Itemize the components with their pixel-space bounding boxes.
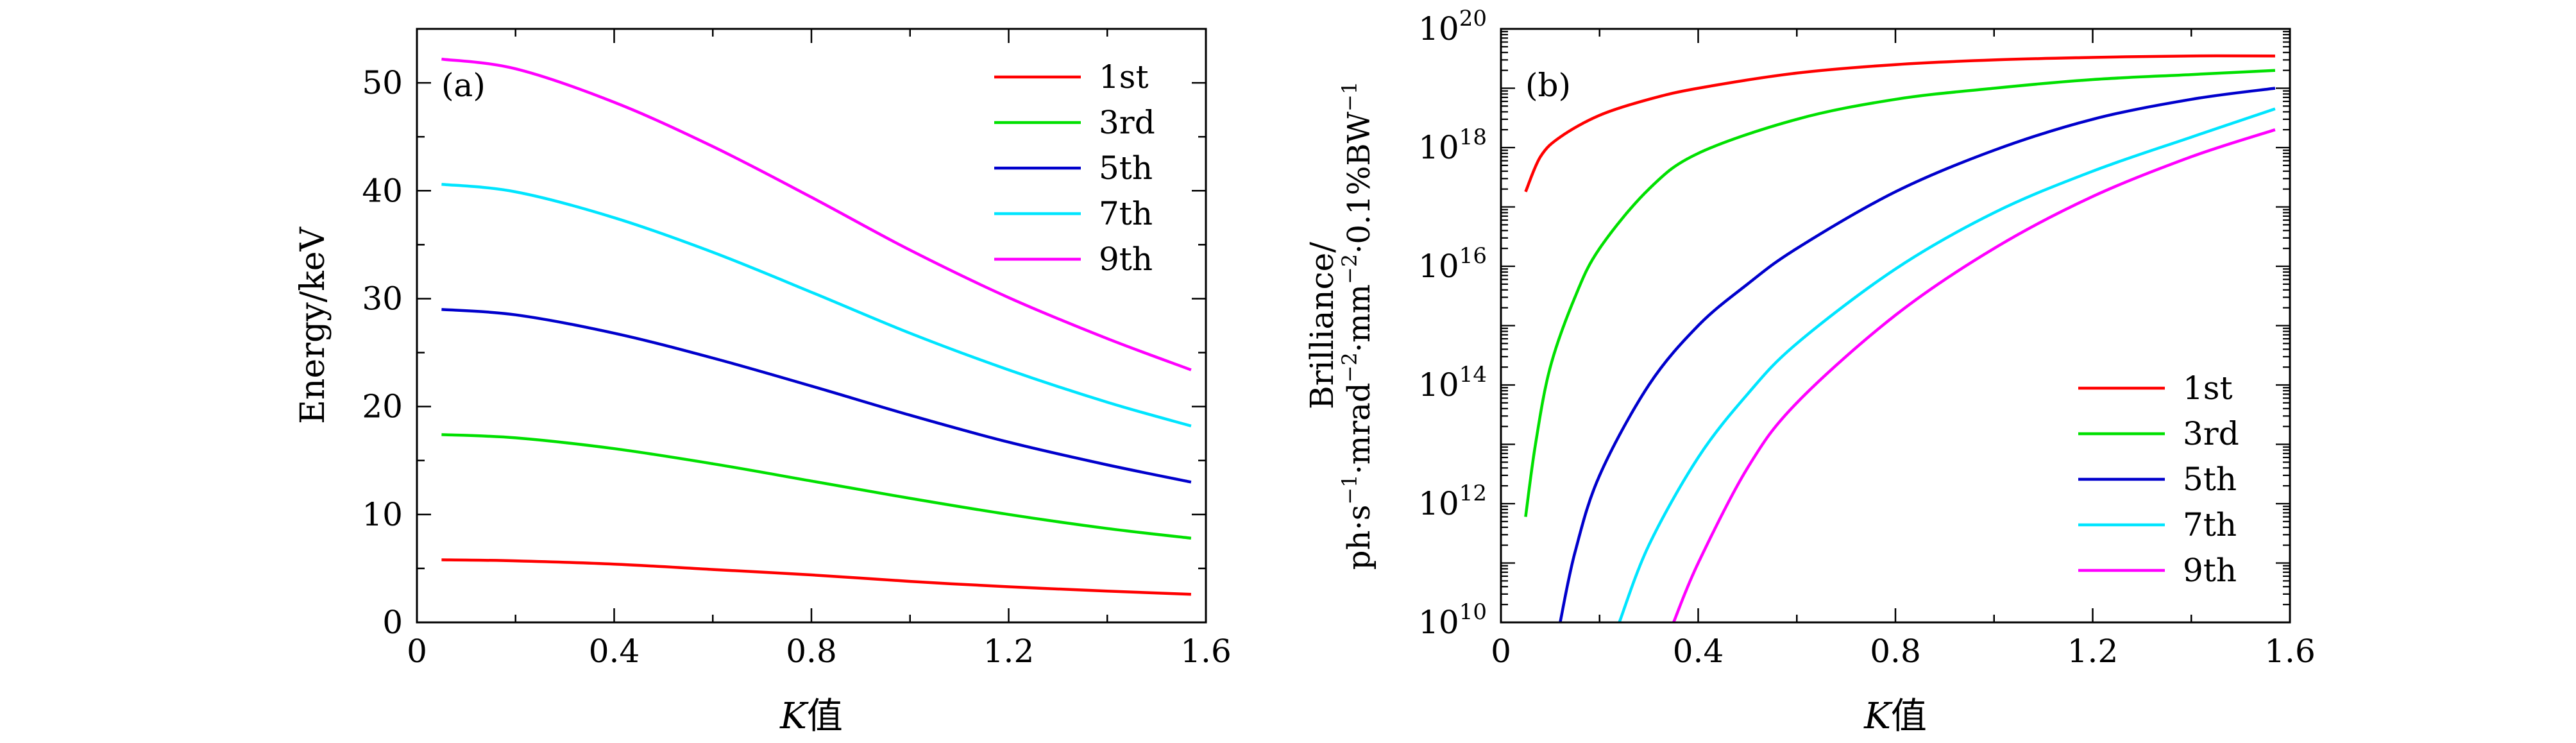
x-axis-label-variable: K: [1863, 696, 1893, 737]
x-axis-label-variable: K: [779, 696, 809, 737]
x-tick-label: 0.4: [589, 633, 640, 670]
series-line-7th: [1618, 107, 2276, 622]
plot-frame: [1500, 28, 2291, 624]
legend-label: 1st: [2183, 370, 2233, 407]
y-tick-label-base: 10: [1418, 485, 1459, 522]
x-tick-label: 1.6: [1180, 633, 1232, 670]
y-tick-label: 10: [362, 496, 403, 533]
legend-label: 1st: [1099, 58, 1149, 96]
y-axis-label-part: ·mm: [1341, 284, 1377, 352]
panel-b-brilliance-chart: 0 0.4 0.8 1.2 1.6101010121014101610181020(b)…: [1303, 6, 2316, 737]
y-tick-label: 0: [382, 604, 403, 641]
series-line-5th: [1559, 87, 2276, 622]
y-tick-label: 30: [362, 280, 403, 317]
y-tick-label-base: 10: [1418, 604, 1459, 641]
legend-label: 3rd: [1099, 104, 1155, 141]
y-tick-label-exponent: 14: [1459, 362, 1487, 388]
y-axis-label-line2: ph·s−1·mrad−2·mm−2·0.1%BW−1: [1337, 81, 1377, 570]
y-tick-label-exponent: 16: [1459, 243, 1487, 269]
x-tick-label: 1.2: [2067, 633, 2119, 670]
x-tick-label: 0: [1491, 633, 1511, 670]
series-line-9th: [441, 57, 1192, 372]
x-tick-label: 0.4: [1673, 633, 1724, 670]
y-axis-label-part: ph·s: [1341, 505, 1377, 570]
y-tick-label-base: 10: [1418, 248, 1459, 285]
y-tick-label: 1020: [1418, 6, 1487, 47]
x-tick-label: 0.8: [786, 633, 837, 670]
series-line-1st: [1524, 54, 2275, 192]
legend-label: 5th: [2183, 461, 2237, 498]
y-tick-label-exponent: 10: [1459, 599, 1487, 625]
y-tick-label-exponent: 12: [1459, 481, 1487, 506]
legend-label: 7th: [2183, 506, 2237, 543]
legend-label: 7th: [1099, 195, 1153, 232]
y-axis-label-part: −1: [1337, 474, 1362, 504]
y-axis-label-part: ·mrad: [1341, 382, 1377, 474]
y-tick-label-base: 10: [1418, 10, 1459, 47]
y-axis-label-line1: Brilliance/: [1303, 242, 1341, 409]
y-tick-label-base: 10: [1418, 366, 1459, 404]
x-tick-label: 1.6: [2264, 633, 2316, 670]
y-tick-label-exponent: 20: [1459, 6, 1487, 31]
y-tick-label: 20: [362, 388, 403, 425]
y-axis-label: Energy/keV: [294, 226, 332, 425]
legend-label: 9th: [2183, 552, 2237, 589]
series-line-3rd: [441, 433, 1192, 540]
y-tick-label: 1018: [1418, 124, 1487, 166]
series-lines: [1524, 54, 2276, 622]
x-tick-label: 0.8: [1870, 633, 1921, 670]
y-tick-label: 1010: [1418, 599, 1487, 641]
y-tick-label: 1012: [1418, 481, 1487, 522]
series-line-1st: [441, 558, 1191, 596]
x-axis-label-suffix: 值: [1891, 696, 1927, 737]
y-tick-label-base: 10: [1418, 129, 1459, 166]
series-lines: [441, 57, 1192, 596]
x-axis-label: K值: [779, 696, 843, 737]
x-tick-label: 1.2: [983, 633, 1035, 670]
series-line-3rd: [1524, 69, 2276, 517]
y-tick-label: 50: [362, 64, 403, 101]
panel-a-energy-chart: 0 0.4 0.8 1.2 1.6 0 10 20 30 40 50 (a) 1st 3rd 5th 7th 9…: [294, 28, 1232, 737]
x-axis-label-suffix: 值: [807, 696, 843, 737]
panel-label: (a): [441, 67, 486, 104]
legend-label: 5th: [1099, 149, 1153, 187]
x-tick-label: 0: [407, 633, 427, 670]
x-axis-label: K值: [1863, 696, 1927, 737]
y-axis-label-part: −2: [1337, 254, 1362, 284]
y-tick-label: 1014: [1418, 362, 1487, 404]
legend-label: 9th: [1099, 241, 1153, 278]
y-axis-label-part: −2: [1337, 352, 1362, 382]
legend: 1st 3rd 5th 7th 9th: [2078, 370, 2239, 589]
y-axis-label-part: −1: [1337, 81, 1362, 112]
series-line-7th: [441, 182, 1192, 428]
series-line-5th: [441, 308, 1192, 484]
y-tick-label-exponent: 18: [1459, 124, 1487, 150]
panel-label: (b): [1525, 67, 1571, 104]
y-tick-label: 40: [362, 172, 403, 209]
legend: 1st 3rd 5th 7th 9th: [994, 58, 1155, 278]
y-axis-label-part: ·0.1%BW: [1341, 111, 1377, 253]
y-tick-label: 1016: [1418, 243, 1487, 285]
series-line-9th: [1672, 128, 2276, 622]
legend-label: 3rd: [2183, 415, 2239, 452]
plot-frame: [416, 28, 1207, 624]
